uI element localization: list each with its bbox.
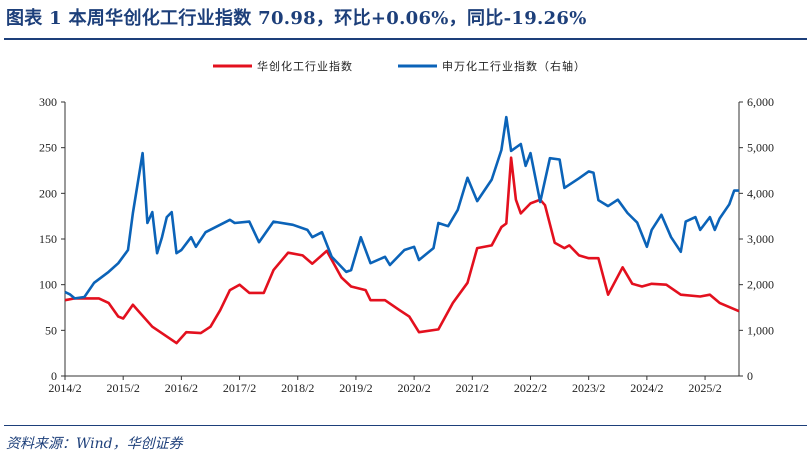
right-tick-label: 3,000 <box>747 232 774 246</box>
left-tick-label: 0 <box>51 369 57 383</box>
line-chart: 华创化工行业指数 申万化工行业指数（右轴） 0 50 100 150 200 250 300… <box>39 59 774 395</box>
x-tick-label: 2023/2 <box>572 381 605 395</box>
x-tick-label: 2015/2 <box>107 381 140 395</box>
left-tick-label: 300 <box>39 95 57 109</box>
x-tick-label: 2018/2 <box>281 381 314 395</box>
x-tick-label: 2022/2 <box>514 381 547 395</box>
right-tick-label: 1,000 <box>747 323 774 337</box>
x-tick-label: 2020/2 <box>397 381 430 395</box>
source-note: 资料来源：Wind，华创证券 <box>6 436 183 452</box>
series-line-1 <box>64 156 740 345</box>
figure-title: 图表 1 本周华创化工行业指数 70.98，环比+0.06%，同比-19.26% <box>6 8 587 29</box>
x-tick-label: 2014/2 <box>48 381 81 395</box>
right-tick-label: 4,000 <box>747 186 774 200</box>
x-tick-label: 2021/2 <box>456 381 489 395</box>
left-tick-label: 50 <box>45 323 57 337</box>
right-tick-label: 6,000 <box>747 95 774 109</box>
x-tick-label: 2016/2 <box>165 381 198 395</box>
legend-label-series-1: 华创化工行业指数 <box>257 59 353 73</box>
left-tick-label: 100 <box>39 278 57 292</box>
left-tick-label: 200 <box>39 186 57 200</box>
series-line-2 <box>64 115 739 300</box>
legend-label-series-2: 申万化工行业指数（右轴） <box>442 59 586 73</box>
x-tick-label: 2019/2 <box>339 381 372 395</box>
x-tick-label: 2024/2 <box>630 381 663 395</box>
x-tick-label: 2017/2 <box>223 381 256 395</box>
footer-divider <box>4 425 807 426</box>
left-tick-label: 250 <box>39 141 57 155</box>
right-tick-label: 5,000 <box>747 141 774 155</box>
left-tick-label: 150 <box>39 232 57 246</box>
legend: 华创化工行业指数 申万化工行业指数（右轴） <box>213 59 586 73</box>
title-divider <box>4 38 807 40</box>
right-tick-label: 2,000 <box>747 278 774 292</box>
right-tick-label: 0 <box>747 369 753 383</box>
x-tick-label: 2025/2 <box>688 381 721 395</box>
